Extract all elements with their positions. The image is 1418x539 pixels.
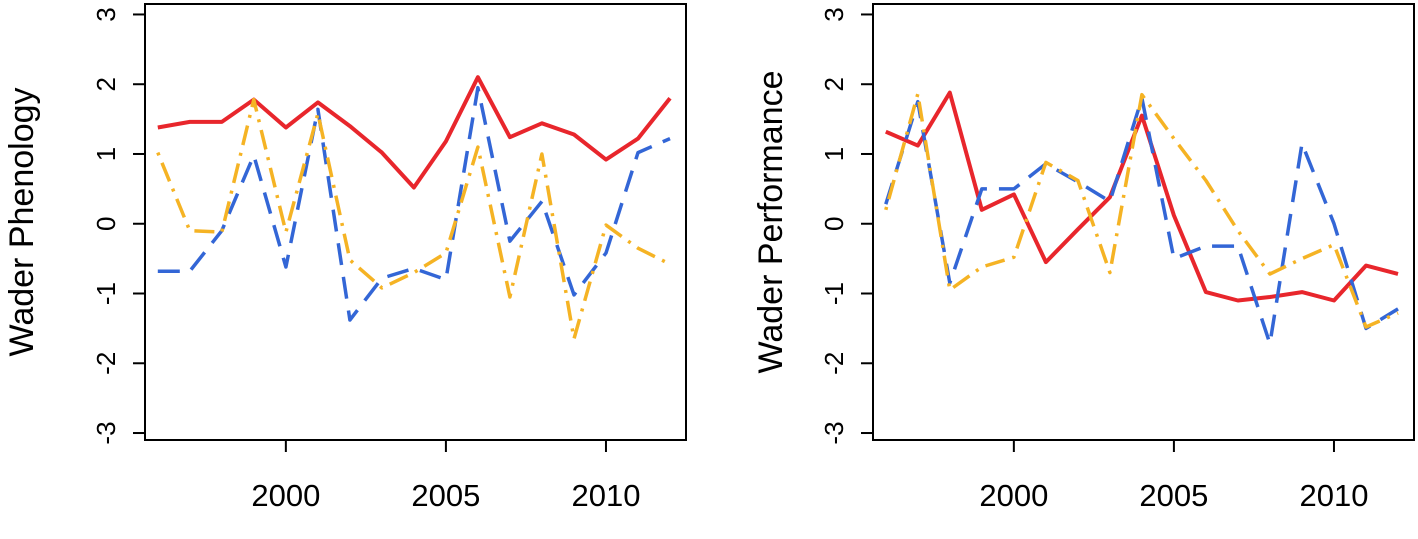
panel-wader-phenology: -3 -2 -1 0 1 2 3 2000 2005 2010 Wader Phenology <box>3 3 687 513</box>
wader-phenology-ytick-label--2: -2 <box>91 352 121 375</box>
wader-performance-xtick-label-2005: 2005 <box>1139 478 1208 513</box>
wader-performance-xtick-label-2010: 2010 <box>1299 478 1368 513</box>
wader-performance-series-dotdash-line <box>884 92 1399 329</box>
wader-performance-ytick-label--3: -3 <box>819 421 849 444</box>
wader-performance-series-solid-line <box>885 90 1399 303</box>
wader-performance-ytick-label-0: 0 <box>819 217 849 231</box>
wader-performance-ytick-label--2: -2 <box>819 352 849 375</box>
wader-phenology-plot-frame <box>144 3 687 441</box>
wader-phenology-ytick-label-2: 2 <box>91 77 121 91</box>
wader-phenology-ytick-label-0: 0 <box>91 217 121 231</box>
wader-phenology-ytick-label-1: 1 <box>91 147 121 161</box>
wader-performance-ylabel: Wader Performance <box>752 71 790 374</box>
wader-performance-ytick-label-1: 1 <box>819 147 849 161</box>
wader-phenology-ytick-label--3: -3 <box>91 421 121 444</box>
wader-phenology-series-dashed-line <box>157 85 671 322</box>
wader-phenology-xtick-label-2005: 2005 <box>411 478 480 513</box>
wader-performance-series-dashed-line <box>884 96 1399 346</box>
wader-phenology-xtick-label-2010: 2010 <box>571 478 640 513</box>
wader-performance-xtick-label-2000: 2000 <box>979 478 1048 513</box>
wader-phenology-series-dotdash-line <box>156 97 671 341</box>
wader-phenology-ytick-label-3: 3 <box>91 7 121 21</box>
wader-phenology-xtick-label-2000: 2000 <box>251 478 320 513</box>
wader-performance-ytick-label--1: -1 <box>819 282 849 305</box>
wader-phenology-ytick-label--1: -1 <box>91 282 121 305</box>
wader-performance-plot-frame <box>872 3 1415 441</box>
wader-performance-ytick-label-2: 2 <box>819 77 849 91</box>
wader-phenology-series-solid-line <box>157 75 672 190</box>
wader-phenology-ylabel: Wader Phenology <box>3 87 41 356</box>
panel-wader-performance: -3 -2 -1 0 1 2 3 2000 2005 2010 Wader Performance <box>752 3 1415 513</box>
wader-performance-ytick-label-3: 3 <box>819 7 849 21</box>
